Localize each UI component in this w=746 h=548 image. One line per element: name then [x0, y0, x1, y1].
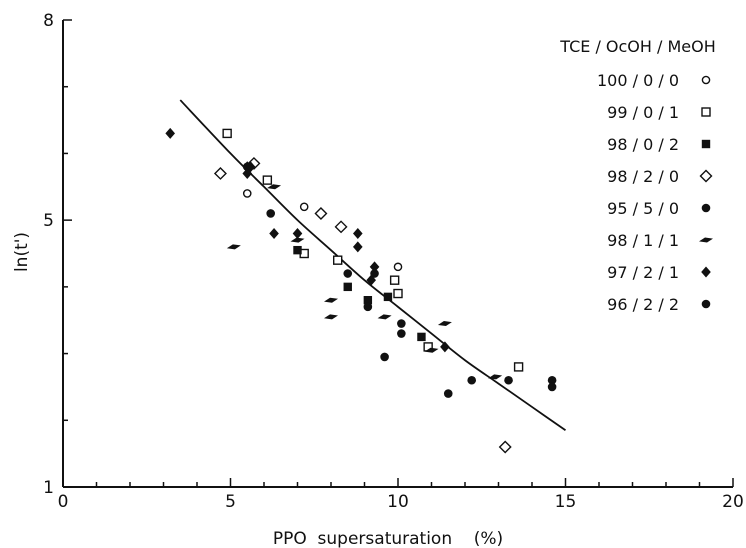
y-tick-label: 8 — [43, 11, 54, 31]
legend-label: 98 / 1 / 1 — [607, 231, 679, 250]
data-point — [383, 292, 393, 302]
legend-marker — [701, 107, 711, 117]
data-point — [245, 161, 256, 173]
series-7 — [165, 127, 450, 353]
data-point — [299, 202, 309, 212]
y-tick-label: 5 — [43, 211, 54, 231]
legend-label: 95 / 5 / 0 — [607, 199, 679, 218]
legend-marker — [701, 266, 711, 278]
data-point — [363, 302, 373, 312]
data-point — [440, 341, 450, 353]
legend: TCE / OcOH / MeOH 100 / 0 / 0 99 / 0 / 1 98… — [559, 37, 716, 314]
data-point — [547, 375, 557, 385]
data-point — [334, 220, 348, 234]
data-point — [262, 175, 273, 185]
data-point — [353, 227, 363, 239]
data-point — [397, 329, 406, 338]
data-point — [242, 189, 252, 198]
data-point — [513, 362, 524, 372]
legend-marker — [699, 237, 713, 243]
data-point — [366, 274, 376, 286]
series-2 — [222, 128, 524, 372]
data-point — [292, 227, 303, 239]
legend-marker — [701, 75, 711, 85]
series-3 — [293, 245, 426, 342]
data-point — [498, 440, 512, 454]
legend-title: TCE / OcOH / MeOH — [559, 37, 716, 56]
data-point — [293, 245, 302, 255]
y-axis-label: ln(t') — [12, 232, 32, 272]
legend-marker — [701, 203, 711, 213]
x-tick-label: 10 — [387, 492, 409, 512]
data-point — [222, 128, 232, 139]
x-tick-label: 15 — [555, 492, 577, 512]
data-point — [417, 332, 426, 342]
data-point — [389, 275, 400, 285]
fit-curve — [179, 99, 567, 432]
data-point — [226, 244, 241, 250]
y-tick-label: 1 — [43, 478, 54, 498]
data-point — [397, 319, 406, 328]
legend-label: 100 / 0 / 0 — [597, 71, 679, 90]
data-point — [369, 261, 380, 273]
legend-marker — [699, 169, 713, 183]
series-8 — [363, 302, 557, 392]
series-6 — [226, 184, 503, 380]
data-point — [370, 269, 379, 278]
data-point — [343, 282, 352, 292]
legend-label: 98 / 0 / 2 — [607, 135, 679, 154]
data-points — [165, 127, 557, 454]
data-point — [393, 288, 403, 299]
data-point — [467, 375, 477, 385]
data-point — [314, 206, 328, 220]
data-point — [504, 375, 513, 385]
data-point — [324, 314, 338, 320]
data-point — [213, 166, 227, 180]
data-point — [393, 262, 403, 272]
x-tick-label: 0 — [58, 492, 69, 512]
data-point — [380, 352, 389, 362]
data-point — [424, 347, 439, 353]
data-point — [488, 374, 503, 380]
axes — [62, 20, 733, 488]
data-point — [324, 297, 338, 303]
data-point — [266, 209, 276, 218]
data-point — [437, 321, 452, 327]
data-point — [377, 314, 392, 320]
series-1 — [242, 189, 403, 272]
fit-curve-group — [179, 99, 567, 432]
legend-label: 98 / 2 / 0 — [607, 167, 679, 186]
data-point — [267, 184, 282, 190]
data-point — [269, 227, 279, 239]
legend-label: 96 / 2 / 2 — [607, 295, 679, 314]
series-5 — [242, 162, 477, 398]
x-tick-label: 20 — [722, 492, 744, 512]
data-point — [343, 269, 353, 278]
x-tick-label: 5 — [225, 492, 236, 512]
series-4 — [213, 156, 512, 454]
data-point — [547, 382, 557, 392]
legend-label: 99 / 0 / 1 — [607, 103, 679, 122]
data-point — [353, 241, 363, 253]
data-point — [363, 296, 373, 305]
data-point — [165, 127, 175, 139]
x-axis-label: PPO supersaturation (%) — [273, 529, 503, 548]
data-point — [333, 255, 343, 265]
data-point — [443, 389, 453, 398]
legend-marker — [701, 299, 711, 309]
data-point — [290, 237, 305, 243]
legend-label: 97 / 2 / 1 — [607, 263, 679, 282]
legend-marker — [701, 139, 711, 149]
